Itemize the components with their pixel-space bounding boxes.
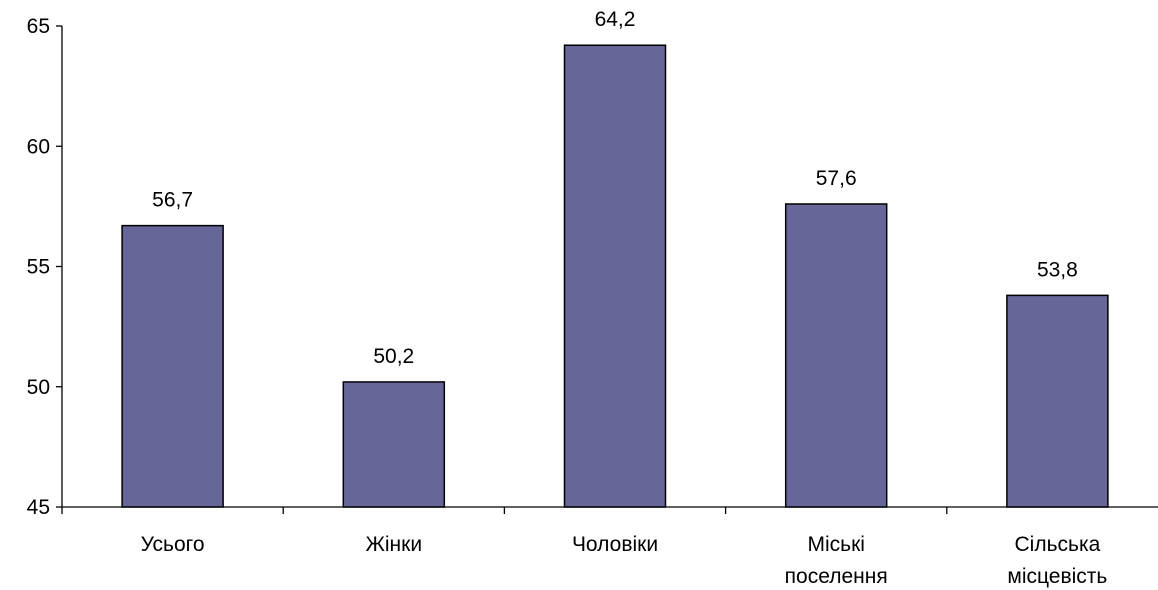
data-label: 50,2 (373, 345, 414, 368)
y-axis: 45 50 55 60 65 (27, 15, 63, 519)
x-axis: Усього Жінки Чоловіки Міські поселення Сільсь… (61, 506, 1158, 588)
bars (121, 44, 1109, 508)
x-category-label-line: місцевість (1007, 565, 1107, 588)
y-tick-label: 45 (27, 496, 50, 519)
x-category-label-line: Чоловіки (572, 533, 658, 556)
y-tick-label: 55 (27, 256, 50, 279)
bar (121, 224, 224, 508)
y-tick-label: 50 (27, 376, 50, 399)
x-category-label-line: Жінки (366, 533, 423, 556)
y-tick-label: 60 (27, 135, 50, 158)
x-category-label-line: Сільська (1015, 533, 1101, 556)
x-category-label: Сільська місцевість (1007, 533, 1107, 588)
x-category-label: Міські поселення (785, 533, 888, 588)
x-category-label: Жінки (366, 533, 423, 556)
bar (342, 381, 446, 508)
data-label: 56,7 (152, 189, 193, 212)
data-label: 57,6 (816, 167, 857, 190)
x-category-label-line: Міські (807, 533, 864, 556)
data-label: 64,2 (595, 8, 636, 31)
x-category-label-line: Усього (141, 533, 205, 556)
bar (784, 203, 888, 508)
data-labels: 56,7 50,2 64,2 57,6 53,8 (152, 8, 1078, 368)
x-category-label: Усього (141, 533, 205, 556)
x-category-label-line: поселення (785, 565, 888, 588)
bar (1006, 294, 1109, 508)
x-category-label: Чоловіки (572, 533, 658, 556)
y-tick-label: 65 (27, 15, 50, 38)
bar (563, 44, 667, 508)
data-label: 53,8 (1037, 258, 1078, 281)
